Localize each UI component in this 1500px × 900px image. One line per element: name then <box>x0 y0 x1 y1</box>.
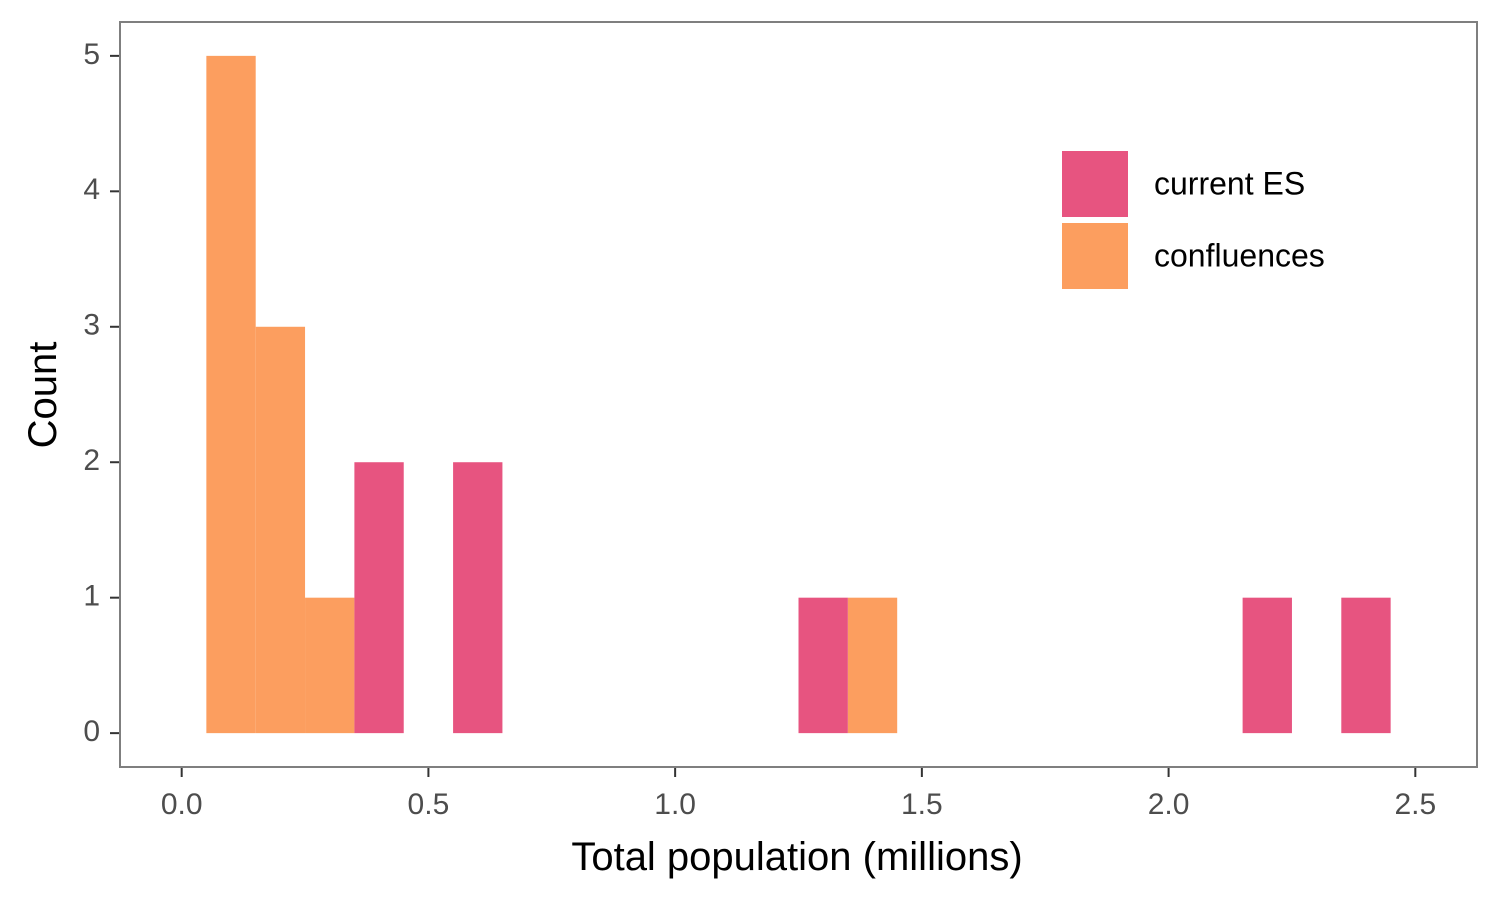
y-tick-label-5: 5 <box>83 38 100 71</box>
panel-border <box>119 21 1478 768</box>
bar-current-es-5 <box>798 597 848 734</box>
x-tick-label-3: 1.5 <box>901 788 943 821</box>
y-tick-label-2: 2 <box>83 444 100 477</box>
x-tick-label-5: 2.5 <box>1394 788 1436 821</box>
bar-confluences-1 <box>255 326 306 734</box>
bar-confluences-0 <box>206 55 256 734</box>
x-tick-label-4: 2.0 <box>1148 788 1190 821</box>
y-axis-title: Count <box>21 342 65 449</box>
bar-confluences-6 <box>847 597 898 734</box>
legend-key-confluences <box>1062 223 1128 289</box>
x-tick-label-2: 1.0 <box>654 788 696 821</box>
legend-label-confluences: confluences <box>1154 237 1325 273</box>
y-axis: 0 1 2 3 4 5 <box>83 38 119 748</box>
bar-current-es-3 <box>354 462 404 734</box>
y-tick-label-4: 4 <box>83 173 100 206</box>
legend-label-current-es: current ES <box>1154 165 1305 201</box>
x-tick-label-1: 0.5 <box>408 788 450 821</box>
bars-layer <box>206 55 1391 734</box>
bar-current-es-7 <box>1242 597 1292 734</box>
y-tick-label-3: 3 <box>83 309 100 342</box>
x-tick-label-0: 0.0 <box>161 788 203 821</box>
legend-key-current-es <box>1062 151 1128 217</box>
bar-current-es-4 <box>453 462 503 734</box>
bar-confluences-2 <box>305 597 355 734</box>
x-axis-title: Total population (millions) <box>571 835 1022 879</box>
x-axis: 0.0 0.5 1.0 1.5 2.0 2.5 <box>161 768 1436 821</box>
legend: current ES confluences <box>1062 151 1325 289</box>
y-tick-label-0: 0 <box>83 715 100 748</box>
y-tick-label-1: 1 <box>83 580 100 613</box>
bar-current-es-8 <box>1341 597 1391 734</box>
